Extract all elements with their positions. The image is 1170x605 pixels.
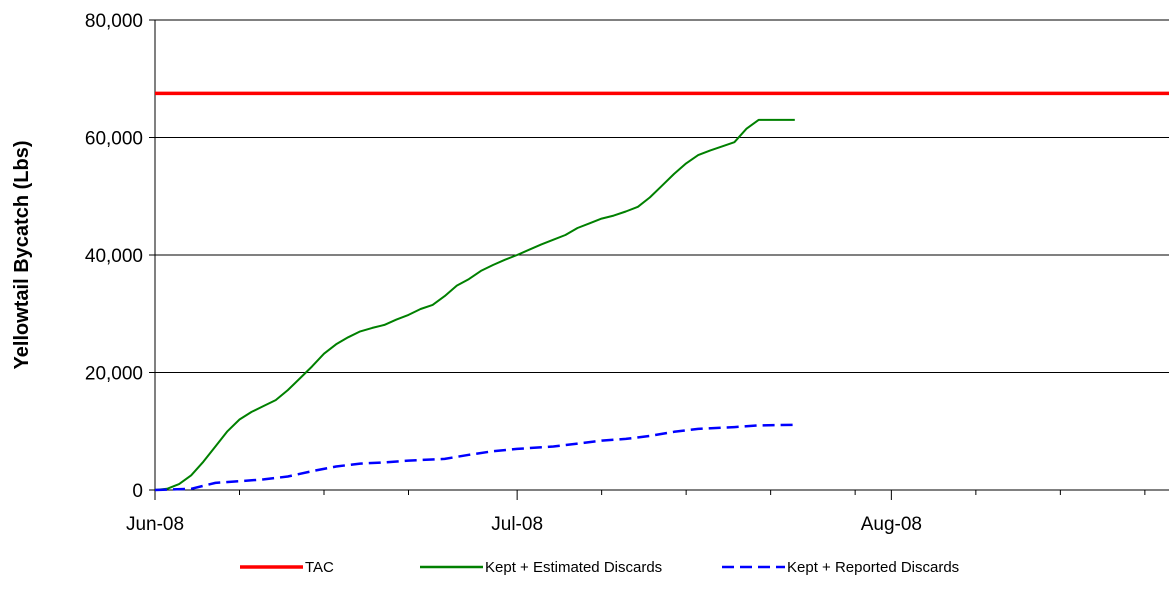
y-axis-title: Yellowtail Bycatch (Lbs) [11, 141, 33, 370]
gridlines [155, 19, 1169, 373]
y-tick-label: 60,000 [85, 129, 143, 150]
x-tick-label: Jul-08 [491, 514, 543, 535]
x-tick-label: Jun-08 [126, 514, 184, 535]
y-tick-label: 40,000 [85, 246, 143, 267]
axis-ticks: 0 20,000 40,000 60,000 80,000 Jun-08 Jul-08 Aug… [85, 11, 1146, 535]
series [154, 91, 1169, 492]
legend: TAC Kept + Estimated Discards Kept + Repor… [240, 559, 959, 576]
legend-label: Kept + Reported Discards [787, 559, 959, 576]
legend-label: Kept + Estimated Discards [485, 559, 662, 576]
series-line-kept-estimated-discards [154, 118, 795, 491]
y-tick-label: 0 [132, 481, 143, 502]
series-line-kept-reported-discards [154, 423, 795, 492]
y-tick-label: 20,000 [85, 364, 143, 385]
y-tick-label: 80,000 [85, 11, 143, 32]
legend-label: TAC [305, 559, 334, 576]
x-tick-label: Aug-08 [861, 514, 922, 535]
